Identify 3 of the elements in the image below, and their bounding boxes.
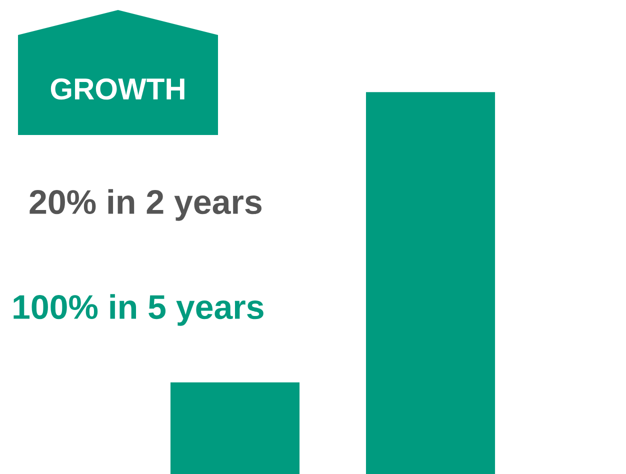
annotation: 20% in 2 years xyxy=(30,189,262,221)
annotation: 100% in 5 years xyxy=(14,294,264,326)
chart-title: GROWTH xyxy=(50,78,184,100)
